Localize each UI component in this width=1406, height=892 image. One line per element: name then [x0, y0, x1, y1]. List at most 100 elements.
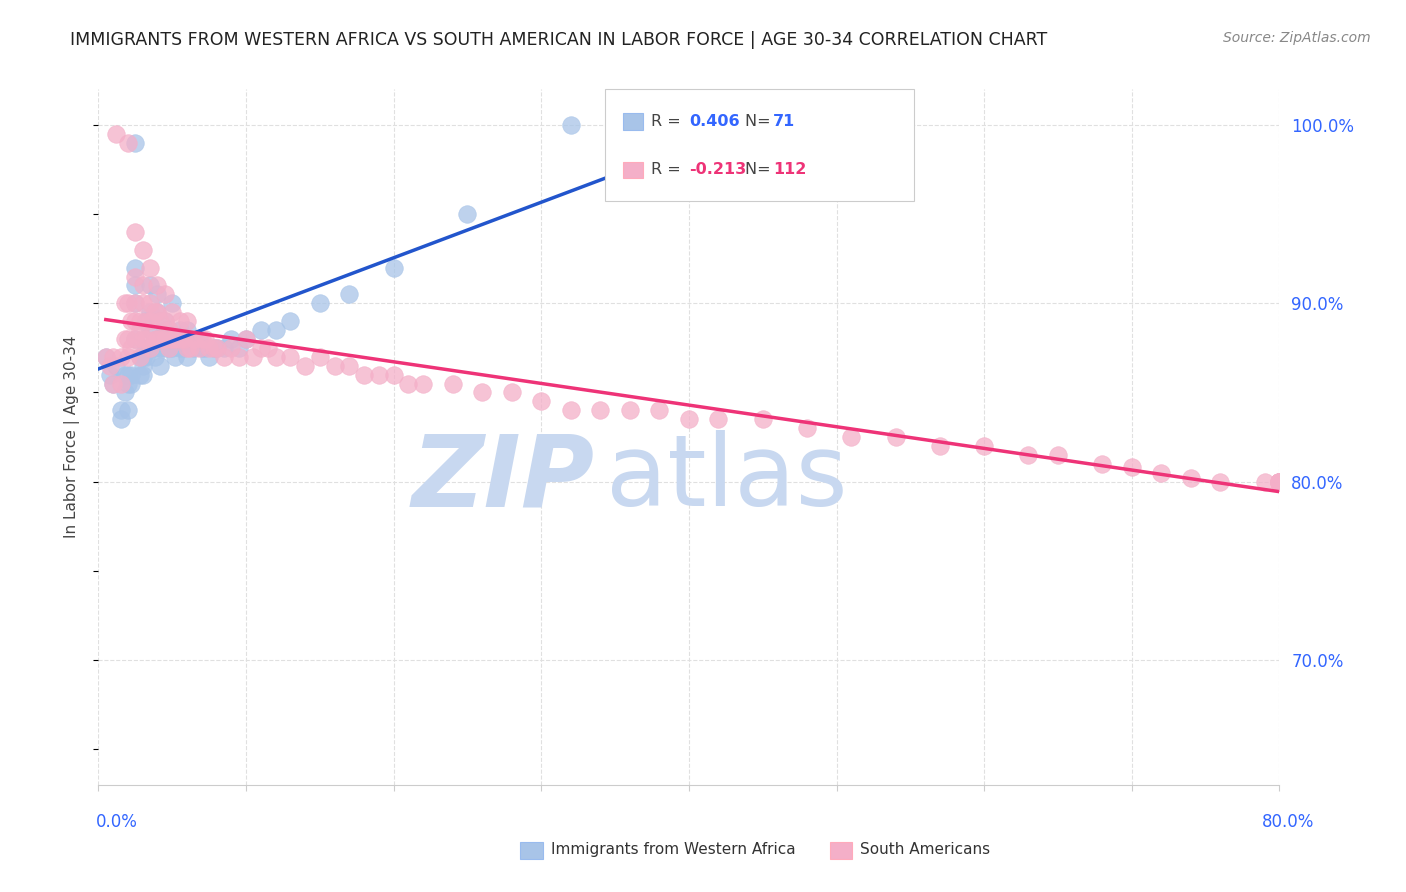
Text: atlas: atlas — [606, 430, 848, 527]
Point — [678, 412, 700, 426]
Point — [143, 305, 166, 319]
Point — [219, 341, 242, 355]
Point — [235, 332, 257, 346]
Point — [135, 314, 157, 328]
Point — [1268, 475, 1291, 489]
Point — [1268, 475, 1291, 489]
Point — [124, 296, 146, 310]
Point — [278, 314, 302, 328]
Point — [250, 323, 273, 337]
Point — [132, 243, 155, 257]
Point — [135, 350, 157, 364]
Point — [1209, 475, 1232, 489]
Point — [1268, 475, 1291, 489]
Point — [105, 127, 128, 141]
Text: Source: ZipAtlas.com: Source: ZipAtlas.com — [1223, 31, 1371, 45]
Point — [124, 332, 146, 346]
Point — [707, 412, 730, 426]
Text: 80.0%: 80.0% — [1263, 814, 1315, 831]
Point — [194, 341, 217, 355]
Point — [114, 385, 136, 400]
Point — [176, 350, 198, 364]
Point — [560, 118, 582, 132]
Point — [219, 332, 242, 346]
Point — [143, 350, 166, 364]
Point — [114, 332, 136, 346]
Y-axis label: In Labor Force | Age 30-34: In Labor Force | Age 30-34 — [63, 335, 80, 539]
Point — [530, 394, 553, 409]
Point — [120, 341, 142, 355]
Point — [183, 341, 205, 355]
Point — [176, 323, 198, 337]
Point — [103, 350, 125, 364]
Point — [128, 314, 150, 328]
Point — [205, 341, 228, 355]
Point — [117, 332, 139, 346]
Point — [149, 341, 172, 355]
Point — [139, 341, 162, 355]
Point — [124, 332, 146, 346]
Point — [796, 421, 818, 435]
Point — [339, 359, 360, 373]
Point — [396, 376, 419, 391]
Point — [114, 368, 136, 382]
Point — [368, 368, 391, 382]
Point — [132, 368, 155, 382]
Point — [135, 341, 157, 355]
Point — [441, 376, 464, 391]
Point — [124, 269, 146, 284]
Text: 0.406: 0.406 — [689, 114, 740, 129]
Point — [132, 350, 155, 364]
Point — [117, 403, 139, 417]
Point — [1268, 475, 1291, 489]
Point — [212, 341, 235, 355]
Point — [139, 260, 162, 275]
Point — [139, 341, 162, 355]
Point — [187, 341, 209, 355]
Text: -0.213: -0.213 — [689, 162, 747, 178]
Text: Immigrants from Western Africa: Immigrants from Western Africa — [551, 842, 796, 856]
Point — [128, 368, 150, 382]
Point — [132, 332, 155, 346]
Point — [1091, 457, 1114, 471]
Point — [149, 332, 172, 346]
Point — [110, 350, 132, 364]
Point — [94, 350, 117, 364]
Point — [339, 287, 360, 301]
Text: R =: R = — [651, 162, 686, 178]
Point — [117, 368, 139, 382]
Text: 71: 71 — [773, 114, 796, 129]
Point — [146, 305, 169, 319]
Point — [128, 350, 150, 364]
Point — [309, 296, 332, 310]
Point — [110, 412, 132, 426]
Point — [619, 403, 641, 417]
Point — [124, 225, 146, 239]
Point — [128, 350, 150, 364]
Point — [124, 314, 146, 328]
Point — [117, 136, 139, 150]
Text: N=: N= — [745, 114, 776, 129]
Point — [382, 368, 405, 382]
Point — [169, 341, 191, 355]
Point — [105, 359, 128, 373]
Point — [117, 350, 139, 364]
Text: R =: R = — [651, 114, 686, 129]
Point — [228, 341, 250, 355]
Point — [194, 332, 217, 346]
Point — [1046, 448, 1069, 462]
Point — [264, 323, 287, 337]
Point — [135, 332, 157, 346]
Point — [132, 278, 155, 293]
Point — [117, 376, 139, 391]
Point — [1180, 471, 1202, 485]
Point — [235, 332, 257, 346]
Point — [149, 314, 172, 328]
Point — [323, 359, 346, 373]
Point — [169, 323, 191, 337]
Point — [120, 368, 142, 382]
Point — [1268, 475, 1291, 489]
Point — [139, 278, 162, 293]
Text: N=: N= — [745, 162, 776, 178]
Point — [928, 439, 950, 453]
